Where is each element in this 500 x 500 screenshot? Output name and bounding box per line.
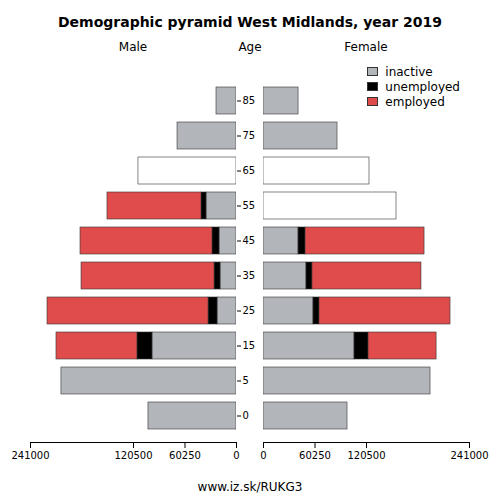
svg-text:85: 85: [243, 95, 256, 106]
html-text:employed: employed: [385, 94, 445, 109]
svg-text:35: 35: [243, 270, 256, 281]
svg-text:25: 25: [243, 305, 256, 316]
svg-text:15: 15: [243, 340, 256, 351]
svg-text:75: 75: [243, 130, 256, 141]
svg-text:55: 55: [243, 200, 256, 211]
html-text:unemployed: unemployed: [385, 79, 460, 94]
svg-text:5: 5: [243, 375, 249, 386]
html-text:Male: Male: [118, 40, 148, 54]
svg-text:241000: 241000: [450, 450, 488, 461]
html-text:inactive: inactive: [385, 64, 433, 79]
svg-text:0: 0: [243, 410, 249, 421]
svg-text:120500: 120500: [347, 450, 385, 461]
svg-text:120500: 120500: [114, 450, 152, 461]
svg-text:65: 65: [243, 165, 256, 176]
svg-text:45: 45: [243, 235, 256, 246]
html-text:Female: Female: [344, 40, 388, 54]
svg-text:60250: 60250: [169, 450, 201, 461]
html-text:Age: Age: [238, 40, 262, 54]
svg-text:0: 0: [233, 450, 239, 461]
svg-text:241000: 241000: [11, 450, 49, 461]
svg-text:60250: 60250: [299, 450, 331, 461]
html-text:Demographic pyramid West Midla: Demographic pyramid West Midlands, year …: [57, 14, 442, 30]
svg-text:0: 0: [260, 450, 266, 461]
html-text:www.iz.sk/RUKG3: www.iz.sk/RUKG3: [197, 480, 303, 494]
